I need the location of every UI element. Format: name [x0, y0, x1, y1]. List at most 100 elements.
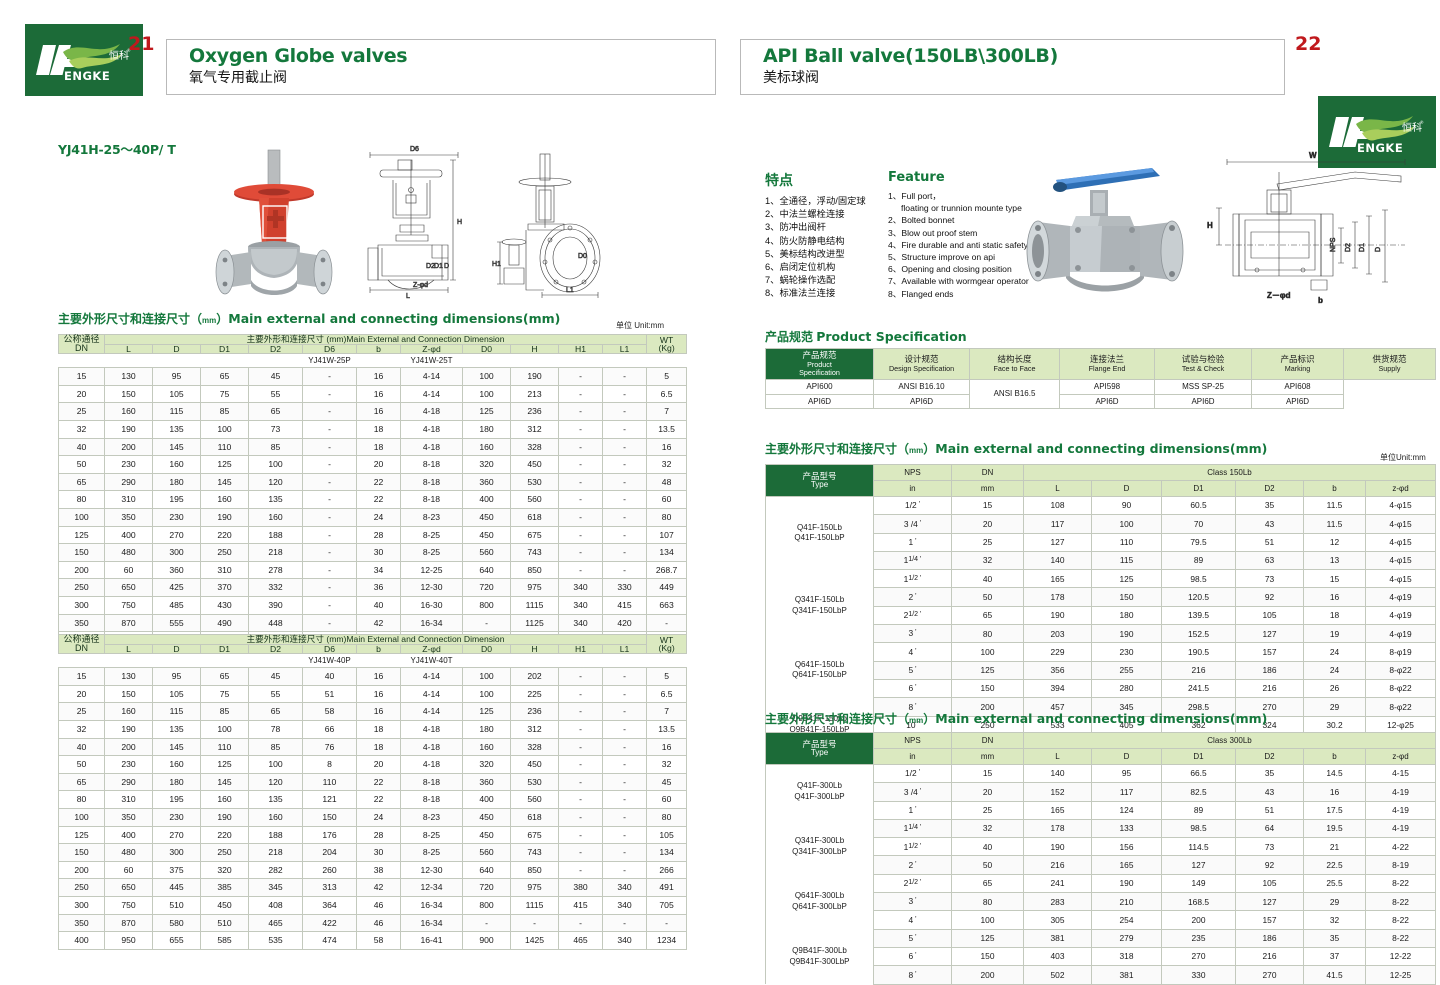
spec-col-cn: 产品标识 — [1280, 354, 1315, 365]
dim150-title-mm: mm — [909, 446, 924, 455]
page-title-left-en: Oxygen Globe valves — [189, 45, 408, 68]
th-col-D6: D6 — [302, 643, 357, 655]
left-dimensions-title-cn: 主要外形尺寸和连接尺寸（ — [58, 312, 203, 326]
table-cell: 8-23 — [400, 807, 463, 827]
table-cell: - — [601, 419, 648, 439]
table-cell: 663 — [646, 595, 688, 615]
th-col-H1: H1 — [558, 343, 603, 355]
table-cell: 45 — [646, 772, 688, 792]
table-cell: 75 — [200, 684, 249, 704]
model-row-spacer — [646, 653, 687, 669]
th-col-D: D — [1091, 748, 1162, 765]
cell-D: 255 — [1091, 660, 1162, 680]
left-dimensions-title-cn2: ） — [216, 312, 229, 326]
cell-dn: 250 — [58, 878, 105, 897]
table-cell: 8-18 — [400, 772, 463, 792]
left-dimensions-title-en: Main external and connecting dimensions(… — [228, 311, 561, 326]
hengke-logo-icon: 恒科 ® ENGKE — [1329, 116, 1424, 155]
cell-dn: 25 — [951, 800, 1024, 820]
model-row-spacer — [152, 653, 201, 669]
cell-dn: 50 — [58, 755, 105, 774]
cell-dn: 20 — [58, 384, 105, 404]
dim300-title-mm: mm — [909, 716, 924, 725]
table-cell: 4-14 — [400, 667, 463, 686]
table-cell: 22 — [356, 790, 401, 809]
cell-dn: 350 — [58, 613, 105, 633]
table-row: Q641F-300Lb Q641F-300LbP 21/2 ' 65 241 190 149… — [765, 873, 1437, 930]
features-en-heading: Feature — [888, 170, 945, 185]
svg-text:ENGKE: ENGKE — [1357, 141, 1403, 155]
table-row: 2 ' 50 178 150 120.5 92 16 4-φ19 — [766, 587, 1437, 607]
cell-L: 117 — [1023, 514, 1092, 534]
cell-D2: 127 — [1235, 892, 1304, 912]
table-cell: 7 — [646, 702, 688, 721]
table-cell: 18 — [356, 419, 401, 439]
cell-nps: 3 ' — [873, 624, 952, 644]
table-cell: 36 — [356, 578, 401, 597]
table-cell: - — [302, 543, 357, 562]
table-cell: 560 — [510, 790, 559, 809]
feature-item: 8、标准法兰连接 — [765, 288, 836, 299]
table-cell: 290 — [104, 772, 153, 792]
table-cell: 300 — [152, 543, 201, 562]
cell-D1: 330 — [1161, 965, 1236, 985]
table-cell: 100 — [200, 719, 249, 739]
cell-D: 318 — [1091, 946, 1162, 967]
table-cell: 425 — [152, 578, 201, 597]
model-row-spacer — [558, 353, 603, 369]
th-dn: 公称通径 DN — [58, 333, 105, 355]
table-cell: 270 — [152, 525, 201, 545]
svg-text:H: H — [457, 219, 462, 226]
table-cell: 4-18 — [400, 719, 463, 739]
table-row: Q341F-300Lb Q341F-300LbP 11/4 ' 32 178 133 98.… — [765, 818, 1437, 875]
cell-D: 280 — [1091, 678, 1162, 699]
table-cell: 180 — [152, 772, 201, 792]
th-col-b: b — [1303, 748, 1366, 765]
th-col-b: b — [356, 343, 401, 355]
table-cell: 5 — [646, 367, 688, 386]
model-row-spacer — [356, 653, 401, 669]
th-col-L1: L1 — [601, 643, 648, 655]
th-wt-unit: (Kg) — [658, 643, 675, 654]
cell-nps: 6 ' — [873, 678, 952, 699]
th-group-mm: (mm) — [326, 334, 347, 344]
feature-item: 7、Available with wormgear operator — [888, 276, 1029, 287]
th-col-D0: D0 — [462, 343, 511, 355]
cell-nps: 11/4 ' — [873, 818, 952, 839]
cell-D1: 70 — [1161, 514, 1236, 534]
svg-text:ENGKE: ENGKE — [64, 69, 110, 83]
table-cell: 218 — [248, 543, 303, 562]
th-group-cn: 主要外形和连接尺寸 — [246, 634, 324, 644]
table-cell: 332 — [248, 578, 303, 597]
table-cell: 115 — [152, 702, 201, 721]
svg-text:H: H — [1207, 221, 1213, 230]
th-group: 主要外形和连接尺寸 (mm)Main External and Connecti… — [103, 334, 648, 345]
dim300-section-title: 主要外形尺寸和连接尺寸（mm）Main external and connect… — [765, 710, 1267, 727]
th-group-mm: (mm) — [326, 634, 347, 644]
table-row: 32 190 135 100 73-18 4-18 180 312- -13.5 — [58, 419, 688, 439]
table-cell: 290 — [104, 472, 153, 492]
th-group-en: Main External and Connection Dimension — [346, 334, 505, 344]
table-cell: 13.5 — [646, 719, 688, 739]
th-dn-en: DN — [75, 643, 88, 654]
table-cell: 8-18 — [400, 455, 463, 474]
cell-dn: 15 — [58, 667, 105, 686]
table-cell: 490 — [200, 613, 249, 633]
table-cell: 1115 — [510, 895, 559, 915]
table-cell: 4-18 — [400, 437, 463, 457]
table-cell: 42 — [356, 613, 401, 633]
table-cell: 204 — [302, 843, 357, 862]
table-cell: 230 — [104, 455, 153, 474]
page-number-right: 22 — [1295, 33, 1322, 55]
cell-L: 394 — [1023, 678, 1092, 699]
page-number-left: 21 — [128, 33, 155, 55]
table-cell: 465 — [248, 913, 303, 933]
table-cell: 75 — [200, 384, 249, 404]
table-cell: 870 — [104, 913, 153, 933]
table-cell: 220 — [200, 825, 249, 845]
table-cell: - — [558, 684, 603, 704]
cell-nps: 1 ' — [873, 800, 952, 820]
table-row: 1 ' 25 165 124 89 51 17.5 4-19 — [766, 800, 1437, 820]
cell-D2: 127 — [1235, 624, 1304, 644]
table-cell: 560 — [510, 490, 559, 509]
